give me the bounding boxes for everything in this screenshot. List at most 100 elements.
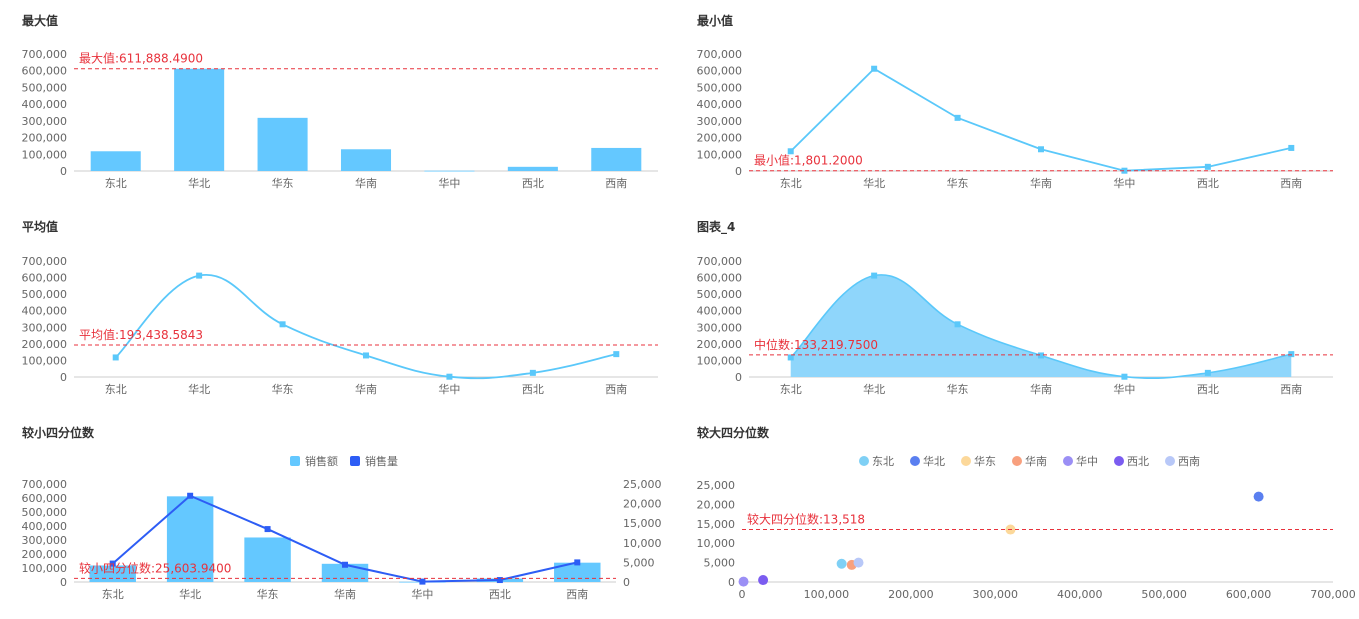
x-tick-label: 东北 xyxy=(780,177,802,190)
y-tick-label: 0 xyxy=(60,371,67,384)
y-tick-label: 700,000 xyxy=(22,48,68,61)
reference-label: 较小四分位数:25,603.9400 xyxy=(79,560,231,575)
legend-label: 西南 xyxy=(1178,455,1200,468)
x-tick-label: 西北 xyxy=(522,383,544,396)
median-area-chart: 0 100,000 200,000 300,000 400,000 500,000 600,… xyxy=(697,255,1333,396)
reference-label: 最大值:611,888.4900 xyxy=(79,51,203,66)
y-tick-label: 100,000 xyxy=(22,148,68,161)
y-tick-label: 700,000 xyxy=(22,255,68,268)
x-tick-label: 华南 xyxy=(334,587,356,601)
x-tick-label: 0 xyxy=(739,588,746,601)
chart-title: 较小四分位数 xyxy=(22,426,95,440)
x-tick-label: 华东 xyxy=(272,382,294,396)
chart-title: 平均值 xyxy=(22,220,59,234)
y2-tick-label: 25,000 xyxy=(623,478,662,491)
x-tick-label: 300,000 xyxy=(973,588,1019,601)
bar xyxy=(257,117,308,171)
y-tick-label: 0 xyxy=(735,371,742,384)
x-tick-label: 华中 xyxy=(1113,176,1135,190)
chart-title: 图表_4 xyxy=(697,220,736,234)
bar xyxy=(321,563,369,582)
chart-panel-q1: 较小四分位数 0 100,000 200,000 300,000 400,000 500,… xyxy=(0,412,680,619)
y-tick-label: 0 xyxy=(728,576,735,589)
bar xyxy=(89,565,136,582)
y-tick-label: 100,000 xyxy=(22,354,68,367)
y-tick-label: 200,000 xyxy=(22,548,68,561)
x-tick-label: 400,000 xyxy=(1057,588,1103,601)
max-bar-chart: 0 100,000 200,000 300,000 400,000 500,000 600,… xyxy=(22,48,658,190)
x-tick-label: 700,000 xyxy=(1310,588,1356,601)
x-tick-label: 华中 xyxy=(411,587,433,601)
min-line-chart: 0 100,000 200,000 300,000 400,000 500,000 600,… xyxy=(697,48,1333,190)
data-point xyxy=(342,561,348,568)
y-tick-label: 300,000 xyxy=(22,534,68,547)
scatter-point xyxy=(758,575,769,586)
data-point xyxy=(1204,163,1211,170)
x-tick-label: 华东 xyxy=(947,382,969,396)
legend-swatch xyxy=(290,456,300,466)
x-tick-label: 西北 xyxy=(522,177,544,190)
chart-title: 最大值 xyxy=(22,14,59,28)
chart-title: 较大四分位数 xyxy=(697,426,770,440)
y-tick-label: 600,000 xyxy=(697,65,743,78)
data-point xyxy=(446,373,453,380)
y2-tick-label: 0 xyxy=(623,576,630,589)
bar xyxy=(507,166,558,171)
x-tick-label: 华北 xyxy=(179,587,201,601)
y-tick-label: 5,000 xyxy=(704,557,736,570)
y-tick-label: 400,000 xyxy=(22,98,68,111)
data-point xyxy=(1038,352,1044,359)
y-tick-label: 0 xyxy=(60,165,67,178)
x-tick-label: 华东 xyxy=(947,176,969,190)
x-tick-label: 600,000 xyxy=(1226,588,1272,601)
y-tick-label: 500,000 xyxy=(697,288,743,301)
y-tick-label: 300,000 xyxy=(697,321,743,334)
x-tick-label: 华东 xyxy=(272,176,294,190)
y-tick-label: 700,000 xyxy=(697,255,743,268)
legend-label: 华东 xyxy=(974,454,996,468)
y-tick-label: 100,000 xyxy=(697,148,743,161)
y-tick-label: 25,000 xyxy=(697,479,736,492)
x-tick-label: 西南 xyxy=(1280,177,1302,190)
x-tick-label: 华南 xyxy=(355,382,377,396)
x-tick-label: 西北 xyxy=(1197,177,1219,190)
bar xyxy=(554,562,601,582)
y-tick-label: 500,000 xyxy=(697,81,743,94)
legend-label: 华中 xyxy=(1076,454,1098,468)
chart-panel-max: 最大值 0 100,000 200,000 300,000 400,000 500,000… xyxy=(0,0,680,206)
x-tick-label: 西南 xyxy=(1280,383,1302,396)
y-tick-label: 200,000 xyxy=(22,132,68,145)
x-tick-label: 100,000 xyxy=(804,588,850,601)
data-point xyxy=(871,272,878,279)
reference-label: 平均值:193,438.5843 xyxy=(79,327,203,342)
legend-label: 华南 xyxy=(1025,454,1047,468)
data-point xyxy=(529,369,536,376)
y2-tick-label: 10,000 xyxy=(623,537,662,550)
data-point xyxy=(187,492,194,499)
x-tick-label: 东北 xyxy=(105,383,127,396)
data-point xyxy=(871,65,878,72)
y-tick-label: 600,000 xyxy=(22,492,68,505)
scatter-point xyxy=(738,576,749,587)
y-tick-label: 300,000 xyxy=(22,115,68,128)
legend-swatch xyxy=(350,456,360,466)
y-tick-label: 100,000 xyxy=(22,562,68,575)
area-fill xyxy=(790,274,1292,379)
y-tick-label: 600,000 xyxy=(697,272,743,285)
data-point xyxy=(787,148,794,155)
legend-marker xyxy=(961,456,971,466)
data-point xyxy=(1121,373,1128,380)
data-point xyxy=(1038,146,1044,153)
data-point xyxy=(954,321,961,328)
legend-marker xyxy=(910,456,920,466)
bar xyxy=(424,170,475,172)
x-tick-label: 200,000 xyxy=(888,588,934,601)
data-point xyxy=(787,354,794,361)
reference-label: 较大四分位数:13,518 xyxy=(747,512,865,527)
y2-tick-label: 15,000 xyxy=(623,517,662,530)
y-tick-label: 0 xyxy=(735,165,742,178)
y-tick-label: 15,000 xyxy=(697,518,736,531)
x-tick-label: 华北 xyxy=(188,176,210,190)
legend-label: 销售量 xyxy=(365,454,398,468)
data-point xyxy=(264,526,271,533)
